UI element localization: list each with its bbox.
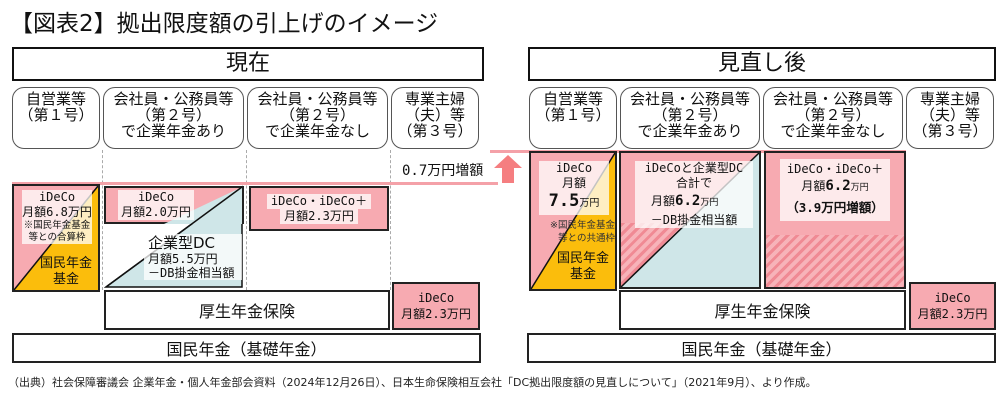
welfare-pension-revised: 厚生年金保険 [619,290,906,330]
category-line: （夫）等 [919,106,980,124]
ideco-label: iDeCo 月額2.0万円 [118,190,194,220]
category-line: で企業年金あり [120,122,226,140]
ideco-label: iDeCo・iDeCo＋ 月額6.2万円 （3.9万円増額） [780,159,890,221]
corporate-dc-label: 企業型DC 月額5.5万円 －DB掛金相当額 [144,234,242,280]
category-line: （夫）等 [404,106,465,124]
category-line: （第３号） [912,122,988,140]
divider [102,150,103,290]
panel-header-current: 現在 [12,47,484,81]
panel-header-revised: 見直し後 [528,47,996,81]
note-line: ※国民年金基金 [550,220,615,231]
limit-line-current [12,182,498,185]
ideco-title: iDeCo [417,291,455,305]
ideco-title: iDeCo [38,190,76,204]
combined-line: 合計で [675,176,712,190]
db-note: －DB掛金相当額 [650,213,738,227]
amount-label: 月額 [651,194,676,208]
category-homemaker: 専業主婦 （夫）等 （第３号） [906,87,994,149]
category-line: 専業主婦 [404,90,465,108]
ideco-title: iDeCo [555,161,593,175]
national-pension-fund-label: 国民年金 基金 [38,256,94,288]
increase-label: 0.7万円増額 [402,163,484,179]
ideco-amount: 月額2.3万円 [917,307,988,321]
dc-title: 企業型DC [148,234,216,252]
dc-note: －DB掛金相当額 [148,266,235,280]
ideco-amount-value: 7.5 [548,191,580,211]
divider [246,150,247,290]
category-line: （第１号） [18,106,94,124]
ideco-amount: 月額2.3万円 [280,208,358,224]
ideco-amount: 月額2.0万円 [121,205,191,219]
self-employed-block-current: iDeCo 月額6.8万円 ※国民年金基金 等との合算枠 国民年金 基金 [12,184,100,292]
ideco-block-no-pension-current: iDeCo・iDeCo＋ 月額2.3万円 [249,186,389,231]
limit-line-top [490,150,528,153]
fund-label-line: 基金 [569,267,596,282]
national-pension-revised: 国民年金（基礎年金） [527,333,996,363]
category-line: （第２号） [279,106,355,124]
category-line: （第２号） [135,106,211,124]
ideco-amount: 月額6.8万円 [22,205,92,219]
category-line: （第３号） [397,122,473,140]
ideco-title: iDeCo・iDeCo＋ [786,162,884,176]
category-line: 自営業等 [25,90,86,108]
note: ※国民年金基金 [23,220,91,231]
category-line: 会社員・公務員等 [113,90,234,108]
category-line: （第２号） [652,106,728,124]
up-arrow-icon [494,155,522,183]
ideco-title: iDeCo・iDeCo＋ [266,193,372,209]
employee-with-pension-block-revised: iDeCoと企業型DC 合計で 月額6.2万円 －DB掛金相当額 [619,151,761,289]
fund-label-line: 国民年金 [39,256,92,271]
category-employee-with-pension: 会社員・公務員等 （第２号） で企業年金あり [620,87,760,149]
combined-limit-label: iDeCoと企業型DC 合計で 月額6.2万円 －DB掛金相当額 [635,161,753,228]
amount-unit: 万円 [700,198,719,208]
category-line: （第２号） [795,106,871,124]
category-line: 専業主婦 [919,90,980,108]
note: ※国民年金基金 等との共通枠 [535,219,615,245]
category-self-employed: 自営業等 （第１号） [529,87,617,149]
hatched-increase [766,235,904,287]
category-self-employed: 自営業等 （第１号） [12,87,100,149]
note: 等との合算枠 [28,232,86,243]
ideco-label: iDeCo 月額 7.5万円 [539,161,609,215]
ideco-block-homemaker-revised: iDeCo 月額2.3万円 [909,282,996,330]
note-line: 等との共通枠 [558,233,615,244]
category-employee-without-pension: 会社員・公務員等 （第２号） で企業年金なし [247,87,388,149]
increase-note: （3.9万円増額） [786,200,884,215]
category-line: 会社員・公務員等 [257,90,378,108]
category-line: 会社員・公務員等 [772,90,893,108]
category-line: で企業年金なし [264,122,370,140]
ideco-title: iDeCo [934,291,971,305]
amount-unit: 万円 [850,183,869,193]
divider [390,150,391,290]
welfare-pension-current: 厚生年金保険 [104,290,390,330]
national-pension-current: 国民年金（基礎年金） [12,333,481,363]
figure-title: 【図表2】拠出限度額の引上げのイメージ [10,11,439,37]
category-line: で企業年金あり [637,122,743,140]
ideco-amount: 月額2.3万円 [401,307,471,321]
national-pension-fund-label: 国民年金 基金 [555,251,611,283]
category-line: 自営業等 [542,90,603,108]
amount-value: 6.2 [825,178,851,194]
ideco-title: iDeCo [137,190,175,204]
self-employed-block-revised: iDeCo 月額 7.5万円 ※国民年金基金 等との共通枠 国民年金 基金 [529,151,617,291]
fund-label-line: 基金 [52,272,79,287]
employee-with-pension-block-current: iDeCo 月額2.0万円 企業型DC 月額5.5万円 －DB掛金相当額 [104,184,244,289]
source-note: （出典）社会保障審議会 企業年金・個人年金部会資料（2024年12月26日）、日… [8,376,817,389]
category-homemaker: 専業主婦 （夫）等 （第３号） [391,87,479,149]
ideco-amount-unit: 万円 [579,198,600,209]
fund-label-line: 国民年金 [556,251,609,266]
category-line: 会社員・公務員等 [629,90,750,108]
combined-line: iDeCoと企業型DC [644,161,744,175]
category-employee-without-pension: 会社員・公務員等 （第２号） で企業年金なし [763,87,903,149]
amount-label: 月額 [801,179,826,193]
dc-amount: 月額5.5万円 [148,252,218,266]
category-line: で企業年金なし [780,122,886,140]
ideco-label: iDeCo 月額6.8万円 ※国民年金基金 等との合算枠 [22,190,92,244]
ideco-amount-label: 月額 [561,176,586,190]
employee-without-pension-block-revised: iDeCo・iDeCo＋ 月額6.2万円 （3.9万円増額） [764,151,906,289]
ideco-block-homemaker-current: iDeCo 月額2.3万円 [392,282,480,330]
category-employee-with-pension: 会社員・公務員等 （第２号） で企業年金あり [103,87,244,149]
amount-value: 6.2 [675,193,701,209]
category-line: （第１号） [535,106,611,124]
